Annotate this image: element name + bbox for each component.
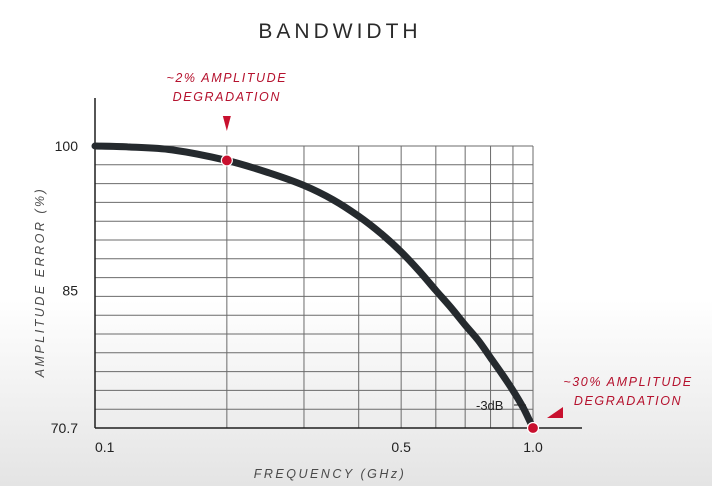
chart-title: BANDWIDTH xyxy=(258,20,421,43)
y-tick-label: 100 xyxy=(55,138,79,154)
series-line xyxy=(91,142,537,432)
grid xyxy=(95,145,534,428)
x-axis-label: FREQUENCY (GHz) xyxy=(254,467,407,481)
axes xyxy=(94,98,582,429)
marker-2pct xyxy=(220,154,233,167)
x-tick-label: 1.0 xyxy=(523,439,543,455)
x-tick-label: 0.5 xyxy=(391,439,411,455)
y-axis-label: AMPLITUDE ERROR (%) xyxy=(33,187,47,379)
tick-labels: 100 85 70.7 0.1 0.5 1.0 xyxy=(51,138,543,455)
annotation-2pct-line1: ~2% AMPLITUDE xyxy=(166,71,287,85)
annotation-2pct-line2: DEGRADATION xyxy=(173,90,281,104)
y-tick-label: 70.7 xyxy=(51,420,78,436)
marker-3db xyxy=(526,421,540,435)
annotation-30pct-arrow xyxy=(547,407,563,418)
annotation-30pct-line2: DEGRADATION xyxy=(574,394,682,408)
series-layer xyxy=(91,142,540,435)
x-tick-label: 0.1 xyxy=(95,439,115,455)
y-tick-label: 85 xyxy=(62,282,78,298)
annotation-2pct-arrow xyxy=(222,116,231,131)
minus-3db-label: -3dB xyxy=(476,398,503,413)
annotation-layer: ~2% AMPLITUDE DEGRADATION ~30% AMPLITUDE DE… xyxy=(166,71,692,418)
annotation-30pct-line1: ~30% AMPLITUDE xyxy=(563,375,692,389)
